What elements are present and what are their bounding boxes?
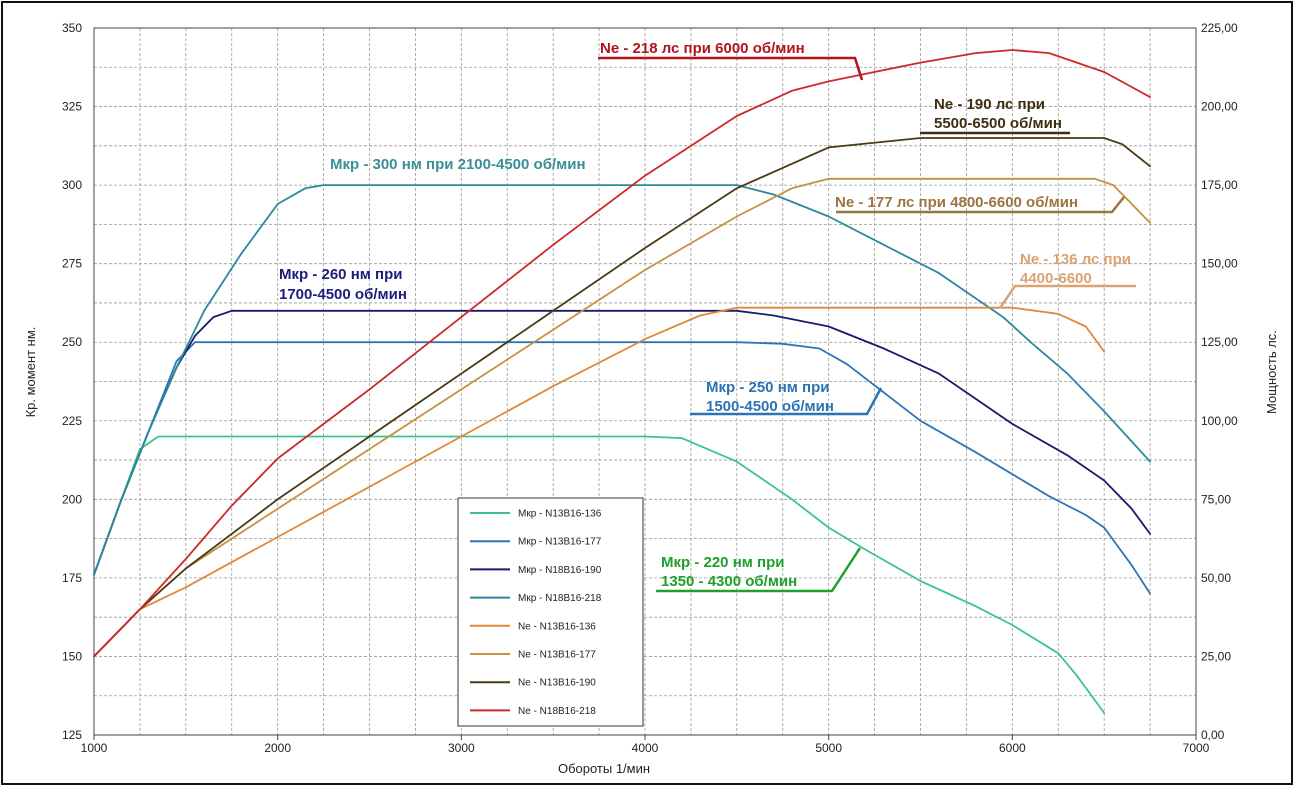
- annotation-text: 1350 - 4300 об/мин: [661, 573, 797, 590]
- legend-label: Мкр - N13B16-177: [518, 537, 602, 548]
- y-right-tick-label: 225,00: [1201, 21, 1238, 35]
- annotation-text: Ne - 190 лс при: [934, 96, 1045, 113]
- x-tick-label: 6000: [999, 741, 1026, 755]
- annotation-text: Мкр - 260 нм при: [279, 266, 402, 283]
- annotation-text: 1500-4500 об/мин: [706, 398, 834, 415]
- legend-label: Ne - N18B16-218: [518, 706, 596, 717]
- series-line-2: [93, 309, 1151, 576]
- annotation-mkr-300: Мкр - 300 нм при 2100-4500 об/мин: [330, 156, 586, 173]
- annotation-mkr-250: Мкр - 250 нм при 1500-4500 об/мин: [690, 379, 883, 416]
- y-right-tick-label: 50,00: [1201, 571, 1231, 585]
- legend-label: Мкр - N13B16-136: [518, 509, 602, 520]
- annotation-leader: [998, 284, 1136, 309]
- annotation-text: Мкр - 250 нм при: [706, 379, 829, 396]
- x-tick-label: 5000: [815, 741, 842, 755]
- annotation-text: Ne - 136 лс при: [1020, 251, 1131, 268]
- annotation-text: 4400-6600: [1020, 270, 1092, 287]
- annotation-ne-218: Ne - 218 лс при 6000 об/мин: [598, 40, 864, 81]
- annotation-leader: [690, 387, 883, 416]
- y-right-tick-label: 200,00: [1201, 100, 1238, 114]
- legend: Мкр - N13B16-136 Мкр - N13B16-177 Мкр - N1…: [457, 497, 644, 727]
- annotation-text: Мкр - 300 нм при 2100-4500 об/мин: [330, 156, 586, 173]
- y-left-tick-label: 350: [62, 21, 82, 35]
- annotation-ne-190: Ne - 190 лс при 5500-6500 об/мин: [920, 96, 1070, 135]
- annotation-leader: [656, 547, 862, 593]
- y-left-tick-label: 225: [62, 414, 82, 428]
- series-line-7: [93, 49, 1151, 658]
- y-left-tick-label: 300: [62, 178, 82, 192]
- legend-label: Ne - N13B16-136: [518, 621, 596, 632]
- left-axis-title: Кр. момент нм.: [23, 327, 38, 418]
- series-line-3: [93, 184, 1151, 576]
- x-tick-label: 3000: [448, 741, 475, 755]
- legend-label: Мкр - N18B16-190: [518, 565, 602, 576]
- annotation-ne-177: Ne - 177 лс при 4800-6600 об/мин: [835, 194, 1125, 214]
- y-left-tick-label: 125: [62, 728, 82, 742]
- series-lines: [93, 49, 1151, 714]
- y-right-tick-label: 75,00: [1201, 492, 1231, 506]
- y-left-tick-label: 250: [62, 335, 82, 349]
- annotation-ne-136: Ne - 136 лс при 4400-6600: [998, 251, 1136, 309]
- y-left-tick-label: 150: [62, 649, 82, 663]
- series-line-6: [93, 137, 1151, 658]
- y-left-tick-label: 175: [62, 571, 82, 585]
- x-tick-label: 4000: [632, 741, 659, 755]
- left-axis-ticks: 125 150 175 200 225 250 275 300 325 350: [62, 21, 82, 742]
- y-right-tick-label: 0,00: [1201, 728, 1225, 742]
- series-line-0: [93, 435, 1106, 714]
- y-right-tick-label: 25,00: [1201, 649, 1231, 663]
- annotation-text: 5500-6500 об/мин: [934, 115, 1062, 132]
- annotations: Ne - 218 лс при 6000 об/мин Ne - 190 лс …: [279, 40, 1136, 593]
- x-axis-ticks: 1000 2000 3000 4000 5000 6000 7000: [81, 735, 1210, 755]
- x-tick-label: 2000: [264, 741, 291, 755]
- y-right-tick-label: 175,00: [1201, 178, 1238, 192]
- annotation-text: Ne - 177 лс при 4800-6600 об/мин: [835, 194, 1078, 211]
- legend-box: [457, 497, 644, 727]
- x-tick-label: 7000: [1183, 741, 1210, 755]
- annotation-mkr-220: Мкр - 220 нм при 1350 - 4300 об/мин: [656, 547, 862, 593]
- y-left-tick-label: 200: [62, 492, 82, 506]
- right-axis-ticks: 0,00 25,00 50,00 75,00 100,00 125,00 150,00 175…: [1201, 21, 1238, 742]
- series-line-5: [93, 177, 1151, 658]
- y-right-tick-label: 100,00: [1201, 414, 1238, 428]
- annotation-mkr-260: Мкр - 260 нм при 1700-4500 об/мин: [279, 266, 407, 303]
- annotation-leader: [836, 196, 1125, 214]
- y-right-tick-label: 150,00: [1201, 257, 1238, 271]
- legend-label: Ne - N13B16-177: [518, 650, 596, 661]
- annotation-leader: [598, 56, 864, 81]
- legend-label: Мкр - N18B16-218: [518, 593, 602, 604]
- x-tick-label: 1000: [81, 741, 108, 755]
- right-axis-title: Мощность лс.: [1264, 330, 1279, 414]
- annotation-text: Мкр - 220 нм при: [661, 554, 784, 571]
- y-right-tick-label: 125,00: [1201, 335, 1238, 349]
- legend-label: Ne - N13B16-190: [518, 678, 596, 689]
- annotation-text: 1700-4500 об/мин: [279, 286, 407, 303]
- y-left-tick-label: 275: [62, 257, 82, 271]
- annotation-text: Ne - 218 лс при 6000 об/мин: [600, 40, 805, 57]
- x-axis-title: Обороты 1/мин: [558, 761, 650, 776]
- y-left-tick-label: 325: [62, 100, 82, 114]
- series-line-4: [93, 306, 1106, 658]
